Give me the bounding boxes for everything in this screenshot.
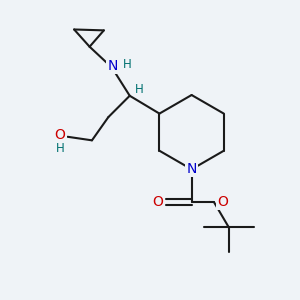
Text: H: H xyxy=(56,142,64,154)
Text: O: O xyxy=(55,128,66,142)
Text: N: N xyxy=(186,162,197,176)
Text: N: N xyxy=(107,59,118,73)
Text: O: O xyxy=(152,195,163,209)
Text: O: O xyxy=(217,195,228,209)
Text: H: H xyxy=(123,58,132,71)
Text: H: H xyxy=(135,83,144,96)
